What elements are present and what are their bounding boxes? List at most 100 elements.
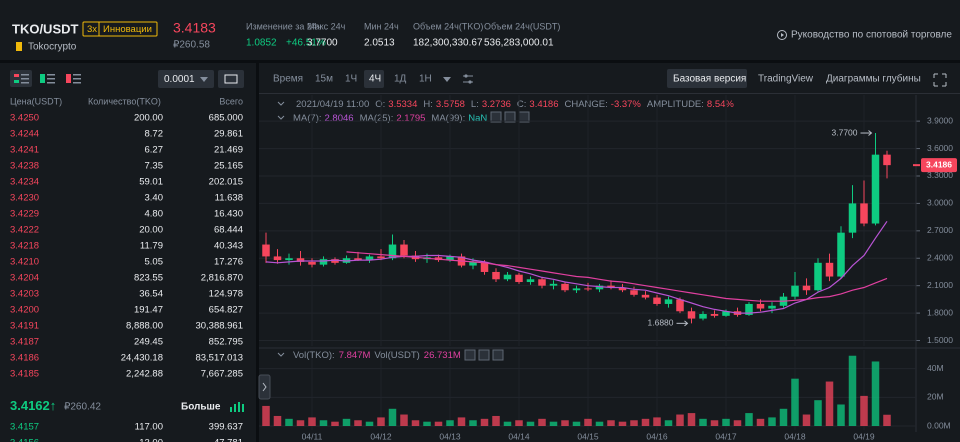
leverage: 3x [87,24,97,35]
row-total: 30,388.961 [195,321,243,332]
view-tab[interactable]: TradingView [758,74,814,85]
volume-bar [779,408,788,426]
candle-body [722,311,730,316]
row-price: 3.4157 [10,422,39,433]
volume-bar [262,405,270,426]
pair[interactable]: TKO/USDT [12,21,79,36]
more-icon [230,402,244,412]
row-total: 654.827 [209,305,243,316]
view-bids[interactable] [40,74,45,83]
annotation-head [684,320,689,327]
volume-bar [871,361,880,426]
order-book: Цена(USDT) Количество(TKO) Всего 3.4250 200.… [10,96,243,442]
interval[interactable]: 15м [315,74,333,85]
legend-button[interactable] [464,349,476,361]
legend-button[interactable] [492,349,504,361]
ma-line [346,251,888,302]
ma-value: NaN [468,113,487,124]
candle-body [308,261,316,265]
collapse-arrow[interactable] [277,115,285,120]
collapse-arrow[interactable] [277,101,285,106]
volume-bar [814,400,822,426]
volume-bar [377,417,385,426]
volume-bar [710,420,719,426]
volume-bar [687,413,696,426]
time-label: Время [273,74,303,85]
interval[interactable]: 1Ч [345,74,357,85]
ohlc-item: L: [471,99,479,110]
legend-button[interactable] [478,349,490,361]
icon [14,74,19,77]
volume-bar [768,417,776,426]
chart: 2021/04/19 11:00O:3.5334H:3.5758L:3.2736… [259,95,960,441]
exchange-icon [16,42,22,51]
row-price: 3.4250 [10,113,39,124]
candle-body [814,262,822,291]
indicator-settings[interactable] [463,74,473,84]
ohlc-item: CHANGE: [564,99,607,110]
ohlc-item: 3.4186 [529,99,558,110]
y-tick-label: 20M [927,392,944,402]
volume-bar [319,420,328,426]
legend-button[interactable] [504,111,516,123]
stat-label: Объем 24ч(USDT) [484,21,560,31]
view-asks[interactable] [66,74,71,83]
guide-link[interactable]: Руководство по спотовой торговле [791,30,952,41]
stat-label: Изменение за 24ч [246,21,322,31]
icon [21,82,29,84]
candle-body [837,232,845,277]
candle-body [400,244,408,256]
legend-button[interactable] [518,111,530,123]
icon [468,80,472,84]
volume-legend-item: 7.847M [339,350,371,361]
row-price: 3.4185 [10,369,39,380]
more-intervals[interactable] [443,77,451,82]
interval[interactable]: 1Д [394,74,407,85]
candle-body [446,256,454,261]
stat-label: Мин 24ч [364,21,399,31]
icon [464,74,468,78]
legend-button[interactable] [490,111,502,123]
intervals: 15м 1Ч 4Ч 1Д 1Н [315,70,432,88]
icon [47,82,55,84]
view-tab[interactable]: Диаграммы глубины [826,73,921,85]
row-price: 3.4241 [10,145,39,156]
volume-bar [561,420,569,426]
row-price: 3.4234 [10,177,39,188]
y-tick-label: 2.1000 [927,280,953,290]
row-price: 3.4203 [10,289,39,300]
book-view-buttons[interactable] [10,70,81,87]
volume-bar [676,414,684,426]
y-tick-label: 3.6000 [927,143,953,153]
icon [14,80,19,83]
exchange[interactable]: Tokocrypto [28,42,77,53]
stat-value: 2.0513 [364,38,395,49]
view-tab[interactable]: Базовая версия [673,74,746,85]
candle-body [607,285,615,288]
precision-select[interactable] [158,70,214,88]
ohlc-info: 2021/04/19 11:00O:3.5334H:3.5758L:3.2736… [296,99,734,110]
row-price: 3.4186 [10,353,39,364]
settings-button[interactable] [218,70,244,88]
candle-body [802,285,811,291]
interval[interactable]: 1Н [419,74,432,85]
volume-bar [572,421,581,426]
row-total: 852.795 [209,337,243,348]
more-link[interactable]: Больше [181,402,221,413]
ohlc-item: 8.54% [707,99,734,110]
stat-label: Объем 24ч(TKO) [413,21,483,31]
volume-bar [423,421,431,426]
row-price: 3.4238 [10,161,39,172]
volume-bar [837,404,845,426]
candle-body [480,261,489,272]
volume-bar [434,421,443,426]
icon [73,82,81,84]
x-tick-label: 04/19 [853,431,875,441]
collapse-button[interactable] [258,374,271,400]
collapse-arrow[interactable] [277,352,285,357]
annotation-head [868,130,873,136]
row-total: 11.638 [215,193,243,204]
candle-body [687,311,696,319]
fullscreen[interactable] [933,73,947,87]
interval[interactable]: 4Ч [369,74,381,85]
